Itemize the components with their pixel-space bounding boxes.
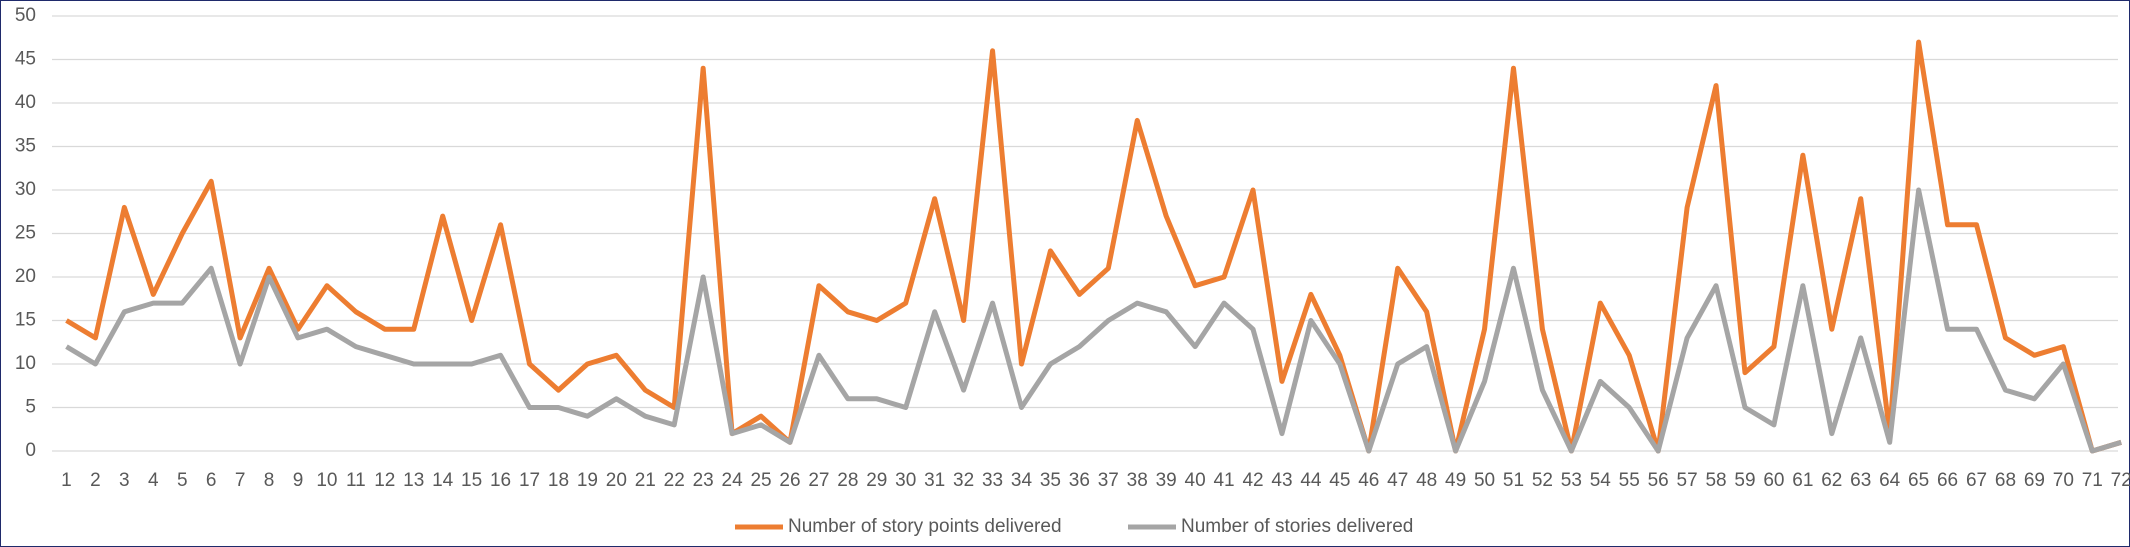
x-tick-label: 10 [316, 470, 337, 491]
x-tick-label: 38 [1127, 470, 1148, 491]
x-tick-label: 30 [895, 470, 916, 491]
x-tick-label: 20 [606, 470, 627, 491]
x-tick-label: 29 [866, 470, 887, 491]
x-tick-label: 14 [432, 470, 454, 491]
x-tick-label: 50 [1474, 470, 1495, 491]
x-tick-label: 28 [837, 470, 858, 491]
y-tick-label: 20 [15, 266, 36, 287]
x-tick-label: 55 [1619, 470, 1640, 491]
x-tick-label: 46 [1358, 470, 1379, 491]
y-tick-label: 10 [15, 353, 36, 374]
x-tick-label: 3 [119, 470, 130, 491]
x-tick-label: 16 [490, 470, 511, 491]
x-tick-label: 48 [1416, 470, 1437, 491]
x-tick-label: 43 [1271, 470, 1292, 491]
x-tick-label: 25 [750, 470, 771, 491]
y-tick-label: 35 [15, 136, 36, 157]
x-tick-label: 64 [1879, 470, 1901, 491]
x-tick-label: 51 [1503, 470, 1524, 491]
x-tick-label: 67 [1966, 470, 1987, 491]
x-tick-label: 8 [264, 470, 275, 491]
x-tick-label: 7 [235, 470, 246, 491]
x-tick-label: 24 [722, 470, 744, 491]
x-tick-label: 54 [1590, 470, 1612, 491]
x-tick-label: 70 [2053, 470, 2074, 491]
x-tick-label: 13 [403, 470, 424, 491]
x-tick-label: 44 [1300, 470, 1322, 491]
x-tick-label: 5 [177, 470, 188, 491]
x-tick-label: 60 [1763, 470, 1784, 491]
x-tick-label: 56 [1648, 470, 1669, 491]
y-tick-label: 45 [15, 49, 36, 70]
x-tick-label: 21 [635, 470, 656, 491]
x-tick-label: 12 [374, 470, 395, 491]
x-tick-label: 45 [1329, 470, 1350, 491]
y-tick-label: 15 [15, 310, 36, 331]
x-tick-label: 27 [808, 470, 829, 491]
x-tick-label: 18 [548, 470, 569, 491]
y-tick-label: 25 [15, 223, 36, 244]
x-tick-label: 53 [1561, 470, 1582, 491]
x-tick-label: 33 [982, 470, 1003, 491]
x-tick-label: 41 [1213, 470, 1234, 491]
x-tick-label: 57 [1677, 470, 1698, 491]
y-tick-label: 0 [25, 440, 36, 461]
x-tick-label: 6 [206, 470, 217, 491]
x-tick-label: 32 [953, 470, 974, 491]
x-tick-label: 42 [1242, 470, 1263, 491]
x-tick-label: 59 [1734, 470, 1755, 491]
series-line [65, 187, 2122, 454]
x-tick-label: 4 [148, 470, 159, 491]
x-tick-label: 23 [693, 470, 714, 491]
x-tick-label: 19 [577, 470, 598, 491]
x-tick-label: 26 [779, 470, 800, 491]
x-tick-label: 72 [2111, 470, 2130, 491]
x-tick-label: 66 [1937, 470, 1958, 491]
x-tick-label: 9 [293, 470, 304, 491]
x-tick-label: 39 [1156, 470, 1177, 491]
y-tick-label: 40 [15, 92, 36, 113]
y-tick-label: 30 [15, 179, 36, 200]
x-tick-label: 1 [61, 470, 72, 491]
x-tick-label: 52 [1532, 470, 1553, 491]
x-tick-label: 68 [1995, 470, 2016, 491]
x-tick-label: 17 [519, 470, 540, 491]
x-tick-label: 22 [664, 470, 685, 491]
x-tick-label: 15 [461, 470, 482, 491]
x-tick-label: 49 [1445, 470, 1466, 491]
x-tick-label: 47 [1387, 470, 1408, 491]
x-tick-label: 65 [1908, 470, 1929, 491]
x-tick-label: 34 [1011, 470, 1033, 491]
x-tick-label: 61 [1792, 470, 1813, 491]
x-tick-label: 2 [90, 470, 101, 491]
y-tick-label: 5 [25, 397, 36, 418]
x-tick-label: 11 [346, 470, 366, 491]
x-tick-label: 36 [1069, 470, 1090, 491]
x-tick-label: 58 [1705, 470, 1726, 491]
x-tick-label: 71 [2082, 470, 2103, 491]
x-tick-label: 63 [1850, 470, 1871, 491]
legend-label: Number of story points delivered [788, 516, 1062, 537]
x-tick-label: 69 [2024, 470, 2045, 491]
series-line [65, 39, 2122, 454]
x-tick-label: 35 [1040, 470, 1061, 491]
x-tick-label: 40 [1185, 470, 1206, 491]
x-tick-label: 37 [1098, 470, 1119, 491]
y-tick-label: 50 [15, 5, 36, 26]
x-tick-label: 62 [1821, 470, 1842, 491]
x-tick-label: 31 [924, 470, 945, 491]
legend-label: Number of stories delivered [1181, 516, 1413, 537]
